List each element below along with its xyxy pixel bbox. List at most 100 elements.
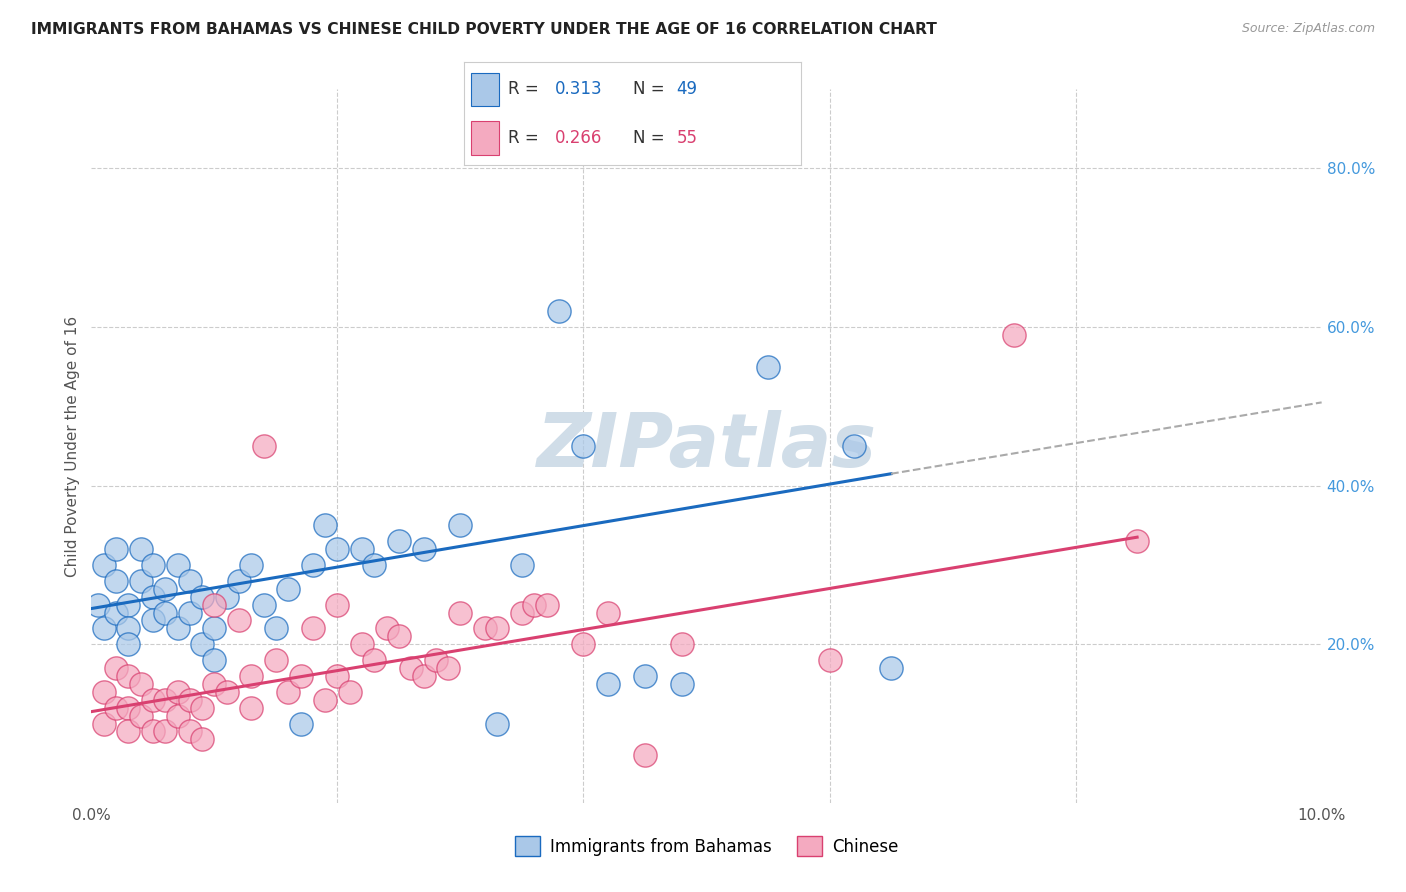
- Point: [314, 518, 336, 533]
- Point: [536, 598, 558, 612]
- Point: [105, 574, 127, 588]
- Point: [510, 558, 533, 572]
- Point: [191, 700, 214, 714]
- Point: [449, 606, 471, 620]
- Point: [412, 542, 434, 557]
- Point: [117, 637, 139, 651]
- Point: [142, 692, 165, 706]
- Point: [202, 621, 225, 635]
- Point: [510, 606, 533, 620]
- Point: [93, 716, 115, 731]
- Point: [191, 732, 214, 747]
- Point: [179, 724, 201, 739]
- Point: [326, 669, 349, 683]
- Point: [153, 692, 177, 706]
- Point: [153, 606, 177, 620]
- Point: [215, 590, 238, 604]
- Point: [264, 621, 287, 635]
- Point: [215, 685, 238, 699]
- Point: [474, 621, 496, 635]
- Point: [596, 677, 619, 691]
- Y-axis label: Child Poverty Under the Age of 16: Child Poverty Under the Age of 16: [65, 316, 80, 576]
- Point: [179, 606, 201, 620]
- Point: [486, 621, 509, 635]
- Point: [671, 637, 693, 651]
- Text: R =: R =: [508, 129, 544, 147]
- Point: [202, 677, 225, 691]
- Point: [105, 606, 127, 620]
- Point: [105, 700, 127, 714]
- Legend: Immigrants from Bahamas, Chinese: Immigrants from Bahamas, Chinese: [509, 830, 904, 863]
- Point: [166, 621, 188, 635]
- FancyBboxPatch shape: [471, 73, 499, 106]
- Point: [129, 542, 152, 557]
- Point: [350, 542, 373, 557]
- Point: [202, 653, 225, 667]
- Point: [412, 669, 434, 683]
- Text: 0.313: 0.313: [555, 80, 603, 98]
- Point: [142, 614, 165, 628]
- FancyBboxPatch shape: [471, 121, 499, 155]
- Point: [191, 590, 214, 604]
- Point: [399, 661, 422, 675]
- Point: [117, 598, 139, 612]
- Point: [179, 692, 201, 706]
- Point: [240, 669, 263, 683]
- Point: [425, 653, 447, 667]
- Point: [166, 685, 188, 699]
- Point: [166, 558, 188, 572]
- Point: [153, 582, 177, 596]
- Point: [105, 661, 127, 675]
- Point: [277, 582, 299, 596]
- Point: [596, 606, 619, 620]
- Point: [1126, 534, 1149, 549]
- Point: [129, 708, 152, 723]
- Point: [142, 558, 165, 572]
- Point: [437, 661, 460, 675]
- Point: [253, 439, 276, 453]
- Point: [375, 621, 398, 635]
- Text: R =: R =: [508, 80, 544, 98]
- Text: IMMIGRANTS FROM BAHAMAS VS CHINESE CHILD POVERTY UNDER THE AGE OF 16 CORRELATION: IMMIGRANTS FROM BAHAMAS VS CHINESE CHILD…: [31, 22, 936, 37]
- Point: [1002, 328, 1025, 343]
- Point: [326, 542, 349, 557]
- Point: [166, 708, 188, 723]
- Point: [756, 359, 779, 374]
- Point: [93, 685, 115, 699]
- Text: 49: 49: [676, 80, 697, 98]
- Point: [634, 748, 657, 763]
- Point: [191, 637, 214, 651]
- Point: [153, 724, 177, 739]
- Point: [240, 700, 263, 714]
- Point: [240, 558, 263, 572]
- Text: N =: N =: [633, 129, 669, 147]
- Point: [634, 669, 657, 683]
- Point: [117, 621, 139, 635]
- Point: [388, 629, 411, 643]
- Point: [129, 677, 152, 691]
- Point: [326, 598, 349, 612]
- Point: [264, 653, 287, 667]
- Point: [228, 574, 250, 588]
- Point: [142, 724, 165, 739]
- Point: [301, 558, 323, 572]
- Point: [117, 700, 139, 714]
- Text: ZIPatlas: ZIPatlas: [537, 409, 876, 483]
- Point: [547, 304, 569, 318]
- Point: [142, 590, 165, 604]
- Point: [842, 439, 865, 453]
- Point: [572, 637, 595, 651]
- Point: [290, 716, 312, 731]
- Point: [117, 669, 139, 683]
- Point: [449, 518, 471, 533]
- Point: [572, 439, 595, 453]
- Text: N =: N =: [633, 80, 669, 98]
- Point: [523, 598, 546, 612]
- Point: [880, 661, 903, 675]
- Point: [277, 685, 299, 699]
- Point: [93, 621, 115, 635]
- Point: [228, 614, 250, 628]
- Point: [253, 598, 276, 612]
- Point: [105, 542, 127, 557]
- Text: Source: ZipAtlas.com: Source: ZipAtlas.com: [1241, 22, 1375, 36]
